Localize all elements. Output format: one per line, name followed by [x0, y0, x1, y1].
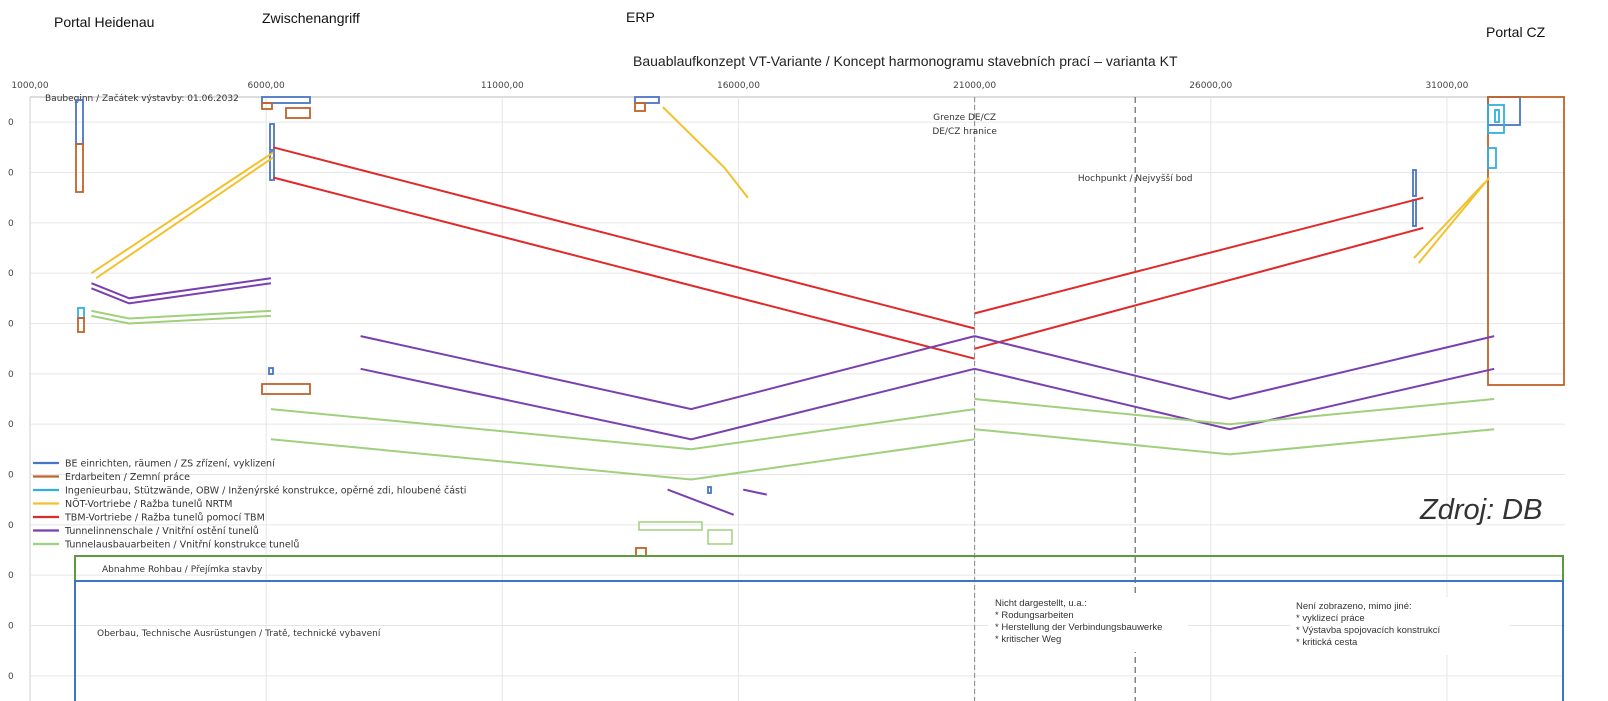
- activity-bar: [285, 107, 311, 119]
- series-line: [91, 314, 271, 325]
- activity-bar: [261, 102, 273, 110]
- series-line: [360, 367, 975, 441]
- acceptance-bar: [74, 555, 1564, 582]
- y-tick-label: 0: [8, 219, 14, 229]
- note-de-line: * kritischer Weg: [995, 634, 1062, 645]
- series-line: [742, 488, 768, 496]
- y-tick-label: 0: [8, 521, 14, 531]
- series-line: [974, 398, 1495, 426]
- series-line: [95, 156, 274, 280]
- note-background: [988, 594, 1188, 652]
- note-de-line: * Herstellung der Verbindungsbauwerke: [995, 622, 1163, 633]
- source-label: Zdroj: DB: [1420, 494, 1543, 526]
- y-tick-label: 0: [8, 370, 14, 380]
- legend-item: TBM-Vortriebe / Ražba tunelů pomocí TBM: [64, 513, 265, 524]
- y-tick-label: 0: [8, 269, 14, 279]
- border-label-de: Grenze DE/CZ: [933, 113, 996, 123]
- legend-item: Erdarbeiten / Zemní práce: [65, 472, 190, 483]
- activity-bar: [75, 143, 84, 193]
- activity-bar: [634, 96, 660, 104]
- x-tick-label: 6000,00: [248, 81, 285, 91]
- legend-item: Tunnelausbauarbeiten / Vnitřní konstrukc…: [64, 540, 299, 551]
- series-line: [662, 106, 749, 199]
- portal-cz-label: Portal CZ: [1486, 24, 1546, 40]
- legend-item: BE einrichten, räumen / ZS zřízení, vykl…: [65, 459, 275, 470]
- intermediate-attack-label: Zwischenangriff: [262, 10, 360, 26]
- y-tick-label: 0: [8, 169, 14, 179]
- series-line: [272, 176, 975, 360]
- series-line: [91, 309, 271, 320]
- series-line: [1413, 181, 1486, 259]
- finishing-bar: [707, 529, 733, 545]
- x-tick-label: 16000,00: [717, 81, 760, 91]
- border-label-cz: DE/CZ hranice: [932, 127, 997, 137]
- x-tick-label: 26000,00: [1189, 81, 1232, 91]
- finishing-bar: [638, 521, 703, 531]
- x-tick-label: 31000,00: [1425, 81, 1468, 91]
- activity-bar: [1487, 147, 1497, 169]
- series-line: [360, 335, 975, 411]
- activity-bar: [268, 367, 274, 375]
- activity-bar: [1412, 199, 1417, 227]
- y-tick-label: 0: [8, 672, 14, 682]
- activity-bar: [707, 486, 712, 494]
- superstructure-label: Oberbau, Technische Ausrüstungen / Tratě…: [97, 628, 381, 639]
- note-cz-line: Není zobrazeno, mimo jiné:: [1296, 601, 1412, 612]
- series-line: [91, 277, 272, 300]
- activity-bar: [261, 96, 311, 104]
- activity-bar: [634, 102, 646, 112]
- x-tick-label: 11000,00: [481, 81, 524, 91]
- series-line: [270, 438, 975, 481]
- y-tick-label: 0: [8, 571, 14, 581]
- not-shown-note-cz: Není zobrazeno, mimo jiné: * vyklizecí p…: [1296, 601, 1440, 649]
- series-line: [974, 335, 1495, 401]
- y-tick-label: 0: [8, 118, 14, 128]
- series-line: [272, 146, 975, 330]
- series-line: [90, 151, 274, 275]
- activity-bar: [635, 547, 647, 557]
- series-line: [974, 226, 1424, 350]
- y-tick-label: 0: [8, 471, 14, 481]
- series-line: [974, 428, 1495, 456]
- portal-heidenau-label: Portal Heidenau: [54, 14, 155, 30]
- y-tick-label: 0: [8, 622, 14, 632]
- series-line: [974, 196, 1424, 315]
- note-de-line: * Rodungsarbeiten: [995, 610, 1074, 621]
- legend-item: Ingenieurbau, Stützwände, OBW / Inženýrs…: [65, 486, 466, 497]
- construction-start-label: Baubeginn / Začátek výstavby: 01.06.2032: [45, 93, 239, 104]
- activity-bar: [77, 317, 85, 333]
- activity-bar: [261, 383, 311, 395]
- series-line: [270, 408, 975, 451]
- high-point-label: Hochpunkt / Nejvyšší bod: [1078, 173, 1193, 184]
- series-line: [667, 488, 735, 516]
- y-tick-label: 0: [8, 320, 14, 330]
- series-line: [1417, 176, 1491, 264]
- y-tick-label: 0: [8, 420, 14, 430]
- note-cz-line: * vyklizecí práce: [1296, 613, 1365, 624]
- acceptance-label: Abnahme Rohbau / Přejímka stavby: [102, 565, 263, 575]
- not-shown-note-de: Nicht dargestellt, u.a.: * Rodungsarbeit…: [995, 598, 1162, 646]
- legend-item: NÖT-Vortriebe / Ražba tunelů NRTM: [65, 499, 232, 510]
- activity-bar: [1487, 104, 1505, 134]
- activity-bar: [1487, 96, 1565, 386]
- x-tick-label: 21000,00: [953, 81, 996, 91]
- note-de-line: Nicht dargestellt, u.a.:: [995, 598, 1087, 609]
- legend-item: Tunnelinnenschale / Vnitřní ostění tunel…: [64, 526, 259, 537]
- series-line: [974, 367, 1495, 431]
- series-line: [91, 282, 272, 305]
- superstructure-bar: [74, 580, 1564, 701]
- x-tick-label: 1000,00: [11, 81, 48, 91]
- note-cz-line: * kritická cesta: [1296, 637, 1358, 648]
- activity-bar: [1412, 169, 1417, 197]
- activity-bar: [269, 151, 275, 181]
- activity-bar: [269, 123, 275, 151]
- note-cz-line: * Výstavba spojovacích konstrukcí: [1296, 625, 1441, 636]
- activity-bar: [77, 307, 85, 319]
- note-background: [1290, 597, 1510, 655]
- chart-title: Bauablaufkonzept VT-Variante / Koncept h…: [633, 53, 1178, 69]
- erp-label: ERP: [626, 9, 655, 25]
- activity-bar: [1494, 109, 1500, 123]
